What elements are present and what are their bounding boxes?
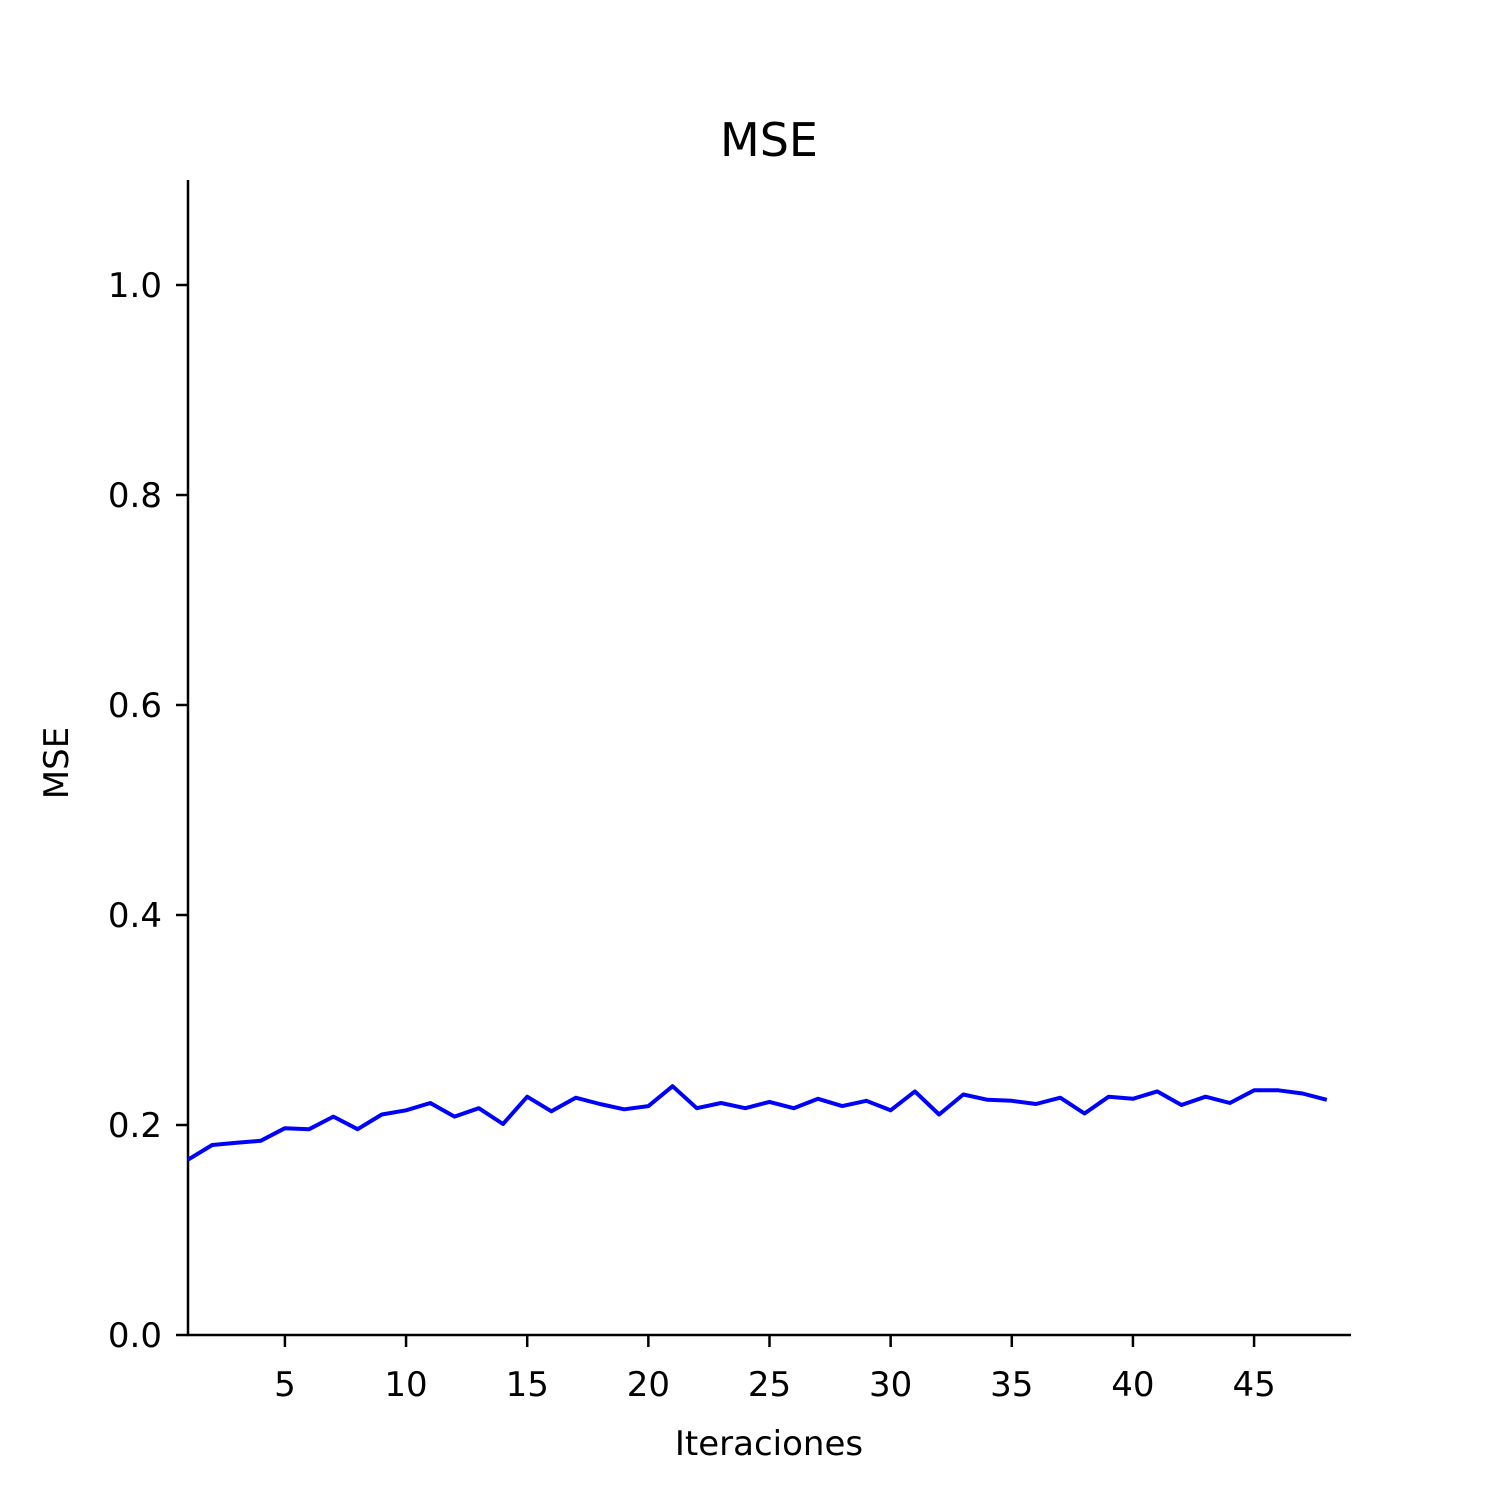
x-tick-label: 10 — [384, 1365, 427, 1405]
y-tick-label: 0.2 — [108, 1106, 162, 1146]
x-tick-label: 30 — [869, 1365, 912, 1405]
x-tick-label: 25 — [748, 1365, 791, 1405]
y-ticks: 0.0 0.2 0.4 0.6 0.8 1.0 — [108, 266, 188, 1356]
y-axis-label: MSE — [37, 727, 77, 799]
chart-title: MSE — [720, 113, 818, 167]
series-line — [186, 1084, 1328, 1162]
x-tick-label: 45 — [1232, 1365, 1275, 1405]
x-tick-label: 40 — [1111, 1365, 1154, 1405]
y-tick-label: 1.0 — [108, 266, 162, 306]
y-tick-label: 0.8 — [108, 476, 162, 516]
x-tick-label: 35 — [990, 1365, 1033, 1405]
x-tick-label: 5 — [274, 1365, 296, 1405]
y-tick-label: 0.6 — [108, 686, 162, 726]
x-tick-label: 15 — [506, 1365, 549, 1405]
y-tick-label: 0.0 — [108, 1316, 162, 1356]
x-ticks: 5 10 15 20 25 30 35 40 45 — [274, 1335, 1276, 1405]
axes — [186, 180, 1351, 1337]
x-axis-label: Iteraciones — [675, 1424, 863, 1464]
y-tick-label: 0.4 — [108, 896, 162, 936]
plot-series — [186, 1084, 1328, 1162]
x-tick-label: 20 — [627, 1365, 670, 1405]
